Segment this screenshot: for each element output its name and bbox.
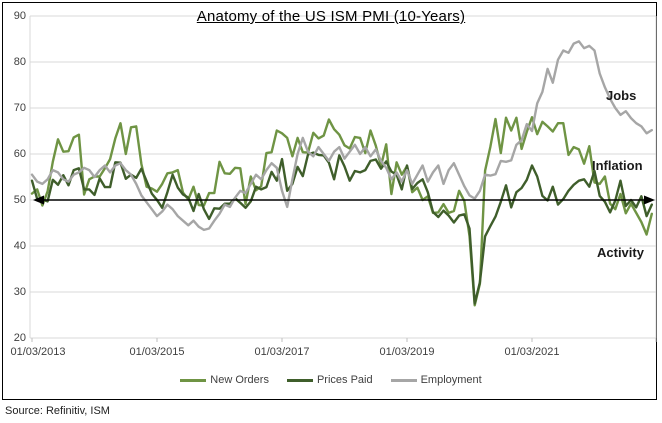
chart-line-employment [30, 40, 653, 232]
annotation-jobs: Jobs [606, 88, 637, 103]
x-tick-label-01-03-2019: 01/03/2019 [379, 346, 435, 358]
y-tick-label-90: 90 [13, 10, 26, 22]
legend-swatch-prices-paid [286, 378, 313, 382]
legend-label-employment: Employment [420, 374, 482, 386]
reference-arrow-left [33, 195, 44, 205]
y-tick-label-60: 60 [13, 148, 26, 160]
legend-item-prices-paid: Prices Paid [286, 374, 373, 386]
chart-title: Anatomy of the US ISM PMI (10-Years) [196, 8, 466, 25]
y-tick-label-30: 30 [13, 286, 26, 298]
legend-item-employment: Employment [390, 374, 482, 386]
legend-swatch-new-orders [180, 378, 207, 382]
y-tick-label-50: 50 [13, 194, 26, 206]
chart-legend: New Orders Prices Paid Employment [0, 374, 662, 386]
reference-arrow-right [644, 195, 655, 205]
y-tick-label-20: 20 [13, 332, 26, 344]
source-note: Source: Refinitiv, ISM [5, 405, 110, 417]
legend-item-new-orders: New Orders [180, 374, 269, 386]
legend-label-new-orders: New Orders [210, 374, 269, 386]
chart-line-new-orders [30, 115, 653, 307]
x-tick-label-01-03-2015: 01/03/2015 [129, 346, 185, 358]
y-tick-label-40: 40 [13, 240, 26, 252]
legend-label-prices-paid: Prices Paid [316, 374, 373, 386]
x-tick-label-01-03-2017: 01/03/2017 [254, 346, 310, 358]
annotation-activity: Activity [597, 245, 644, 260]
x-tick-label-01-03-2013: 01/03/2013 [10, 346, 66, 358]
chart-line-prices-paid [30, 151, 653, 305]
x-tick-label-01-03-2021: 01/03/2021 [504, 346, 560, 358]
annotation-inflation: Inflation [592, 158, 643, 173]
y-tick-label-70: 70 [13, 102, 26, 114]
y-tick-label-80: 80 [13, 56, 26, 68]
legend-swatch-employment [390, 378, 417, 382]
